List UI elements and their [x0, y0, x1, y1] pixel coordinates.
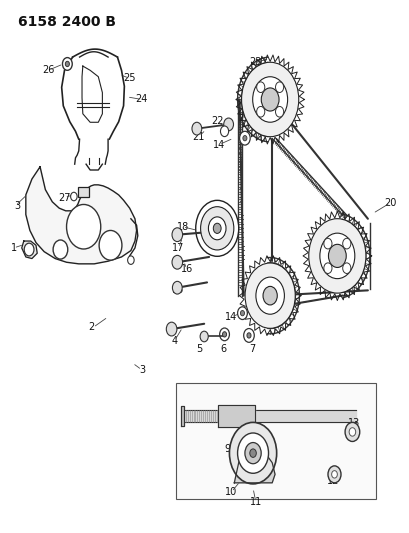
Circle shape — [319, 233, 354, 279]
Circle shape — [275, 82, 283, 93]
Text: 6158 2400 B: 6158 2400 B — [18, 14, 115, 29]
Text: 26: 26 — [42, 66, 54, 75]
Text: 16: 16 — [180, 264, 192, 274]
Circle shape — [172, 281, 182, 294]
Text: 7: 7 — [248, 344, 254, 354]
Text: 14: 14 — [225, 312, 237, 322]
Circle shape — [222, 332, 226, 337]
Circle shape — [65, 61, 69, 67]
Circle shape — [172, 255, 182, 269]
Circle shape — [223, 118, 233, 131]
Circle shape — [237, 433, 268, 473]
Circle shape — [245, 263, 294, 328]
Circle shape — [166, 322, 176, 336]
Circle shape — [220, 126, 228, 136]
Circle shape — [256, 82, 264, 93]
Circle shape — [53, 240, 67, 259]
Circle shape — [191, 122, 201, 135]
Circle shape — [208, 217, 225, 240]
Circle shape — [66, 205, 101, 249]
Circle shape — [249, 449, 256, 457]
Circle shape — [344, 422, 359, 441]
Circle shape — [342, 263, 350, 273]
Text: 13: 13 — [347, 418, 359, 428]
Circle shape — [62, 58, 72, 70]
Circle shape — [275, 107, 283, 117]
Text: 11: 11 — [249, 497, 261, 507]
Text: 3: 3 — [139, 365, 145, 375]
Bar — [176, 383, 375, 499]
Circle shape — [323, 263, 331, 273]
Polygon shape — [218, 406, 254, 426]
Polygon shape — [22, 241, 37, 259]
Circle shape — [244, 442, 261, 464]
Text: 24: 24 — [135, 94, 148, 104]
Circle shape — [200, 331, 208, 342]
Polygon shape — [183, 410, 355, 422]
Circle shape — [127, 256, 134, 264]
Circle shape — [252, 77, 287, 122]
Text: 10: 10 — [225, 487, 237, 497]
Circle shape — [240, 311, 244, 316]
Circle shape — [243, 328, 254, 342]
Circle shape — [256, 107, 264, 117]
Text: 23: 23 — [249, 58, 261, 67]
Circle shape — [263, 286, 276, 305]
Circle shape — [255, 277, 284, 314]
Circle shape — [229, 422, 276, 484]
Circle shape — [242, 135, 246, 141]
Text: 15: 15 — [172, 285, 184, 295]
Text: 5: 5 — [195, 344, 202, 354]
Circle shape — [308, 219, 365, 293]
Polygon shape — [26, 167, 136, 264]
Circle shape — [99, 230, 121, 260]
Circle shape — [261, 88, 279, 111]
Bar — [78, 187, 89, 197]
Circle shape — [70, 192, 77, 201]
Circle shape — [172, 228, 182, 241]
Text: 9: 9 — [224, 445, 230, 455]
Circle shape — [213, 223, 220, 233]
Text: 17: 17 — [172, 243, 184, 253]
Circle shape — [239, 131, 249, 145]
Text: 27: 27 — [58, 192, 71, 203]
Text: 4: 4 — [171, 336, 177, 346]
Circle shape — [323, 238, 331, 249]
Text: 8: 8 — [228, 405, 234, 415]
Text: 2: 2 — [88, 322, 94, 333]
Text: 12: 12 — [326, 477, 339, 486]
Circle shape — [237, 307, 247, 319]
Circle shape — [328, 244, 345, 268]
Circle shape — [200, 207, 233, 250]
Polygon shape — [180, 407, 183, 425]
Circle shape — [348, 427, 355, 436]
Circle shape — [24, 243, 34, 256]
Text: 1: 1 — [11, 243, 17, 253]
Text: 21: 21 — [192, 132, 204, 142]
Circle shape — [327, 466, 340, 483]
Circle shape — [195, 200, 238, 256]
Text: 14: 14 — [213, 140, 225, 150]
Circle shape — [331, 471, 337, 478]
Text: 6: 6 — [220, 344, 226, 354]
Circle shape — [241, 62, 298, 136]
Circle shape — [342, 238, 350, 249]
Text: 18: 18 — [176, 222, 188, 232]
Text: 3: 3 — [15, 200, 21, 211]
Text: 19: 19 — [326, 248, 339, 259]
Circle shape — [219, 328, 229, 341]
Text: 20: 20 — [383, 198, 396, 208]
Polygon shape — [234, 447, 274, 483]
Text: 22: 22 — [211, 116, 223, 126]
Circle shape — [246, 333, 250, 338]
Text: 25: 25 — [123, 73, 135, 83]
